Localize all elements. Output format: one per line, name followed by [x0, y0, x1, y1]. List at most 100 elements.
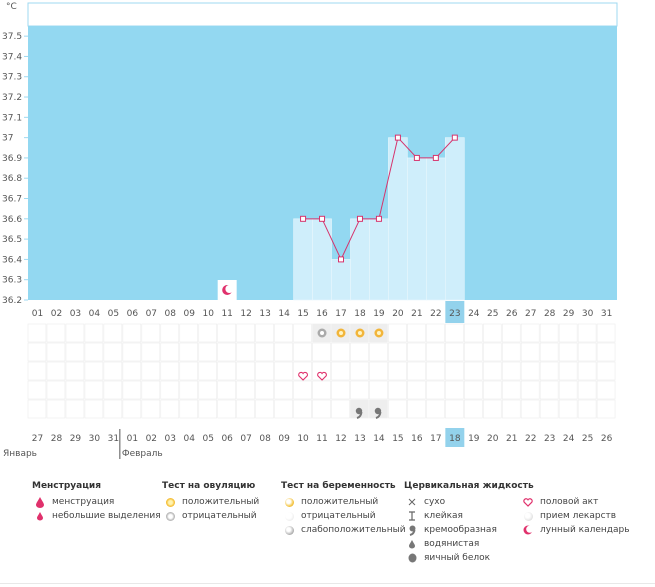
grid-cell: [255, 380, 274, 400]
grid-cell: [520, 361, 540, 381]
temperature-bar: [350, 218, 370, 301]
calendar-date: 25: [582, 434, 593, 444]
y-tick-label: 36.4: [2, 255, 22, 265]
grid-cell: [350, 380, 369, 400]
legend-label: небольшие выделения: [52, 511, 161, 521]
event-markers: [298, 324, 388, 419]
y-tick-label: 36.9: [2, 154, 22, 164]
y-tick-label: 36.3: [2, 276, 22, 286]
grid-cell: [293, 342, 312, 362]
grid-cell: [464, 342, 483, 362]
grid-cell: [255, 323, 274, 343]
pregnancy-negative-icon: [281, 511, 297, 521]
legend-pregnancy-test: Тест на беременность положительный отриц…: [281, 481, 406, 537]
heart-icon: [317, 371, 327, 381]
grid-cell: [84, 342, 104, 362]
grid-cell: [482, 380, 502, 400]
grid-cell: [217, 361, 236, 381]
cycle-day-label: 01: [32, 309, 43, 319]
grid-cell: [160, 323, 180, 343]
grid-cell: [577, 380, 597, 400]
legend-cervical-fluid: Цервикальная жидкость сухо клейкая кремо…: [404, 481, 534, 565]
grid-cell: [350, 361, 369, 381]
grid-cell: [65, 342, 85, 362]
temperature-point: [356, 215, 363, 222]
grid-cell: [160, 361, 180, 381]
calendar-date: 05: [202, 434, 213, 444]
calendar-date: 14: [373, 434, 385, 444]
grid-cell: [312, 361, 331, 381]
grid-cell: [501, 361, 521, 381]
grid-cell: [501, 399, 521, 419]
y-tick-label: 36.6: [2, 215, 22, 225]
calendar-date: 10: [297, 434, 309, 444]
y-axis-unit: °C: [6, 2, 17, 12]
calendar-date: 26: [601, 434, 613, 444]
month-label: Январь: [3, 449, 37, 459]
grid-cell: [236, 323, 255, 343]
pregnancy-positive-icon: [281, 497, 297, 507]
cycle-day-label: 10: [202, 309, 214, 319]
grid-cell: [179, 323, 199, 343]
grid-cell: [103, 361, 123, 381]
positive-test-icon-center: [339, 331, 344, 335]
grid-cell: [445, 380, 464, 400]
grid-cell: [577, 323, 597, 343]
y-tick-label: 36.8: [2, 174, 22, 184]
grid-cell: [407, 323, 426, 343]
cycle-day-highlight: [445, 301, 465, 323]
y-tick-label: 36.5: [2, 235, 22, 245]
legend-label: прием лекарств: [540, 511, 617, 521]
grid-cell: [198, 342, 217, 362]
grid-cell: [141, 380, 161, 400]
cycle-day-label: 22: [430, 309, 441, 319]
cycle-day-label: 04: [89, 309, 101, 319]
grid-cell: [596, 342, 616, 362]
grid-cell: [160, 342, 180, 362]
grid-cell: [312, 399, 331, 419]
grid-cell: [198, 399, 217, 419]
legend-ovulation-test: Тест на овуляцию положительный отрицател…: [162, 481, 259, 523]
calendar-date: 30: [89, 434, 101, 444]
y-tick-label: 36.7: [2, 195, 22, 205]
grid-cell: [160, 399, 180, 419]
pregnancy-weak-icon: [281, 525, 297, 535]
grid-cell: [103, 399, 123, 419]
grid-cell: [388, 323, 407, 343]
grid-cell: [426, 380, 445, 400]
creamy-icon-tail: [356, 411, 363, 419]
legend-title: Тест на беременность: [281, 481, 396, 491]
grid-cell: [539, 323, 559, 343]
grid-cell: [65, 323, 85, 343]
temperature-point: [413, 154, 420, 161]
calendar-highlight: [445, 428, 465, 447]
grid-cell: [596, 361, 616, 381]
grid-cell: [577, 342, 597, 362]
plot-top-strip: [27, 2, 618, 27]
grid-cell: [388, 342, 407, 362]
heart-icon: [520, 497, 536, 507]
grid-cell: [539, 361, 559, 381]
cycle-day-label: 05: [108, 309, 119, 319]
grid-cell: [27, 361, 47, 381]
heart-icon: [298, 371, 308, 381]
grid-cell: [84, 361, 104, 381]
grid-cell: [369, 380, 388, 400]
grid-cell: [558, 380, 578, 400]
grid-cell: [558, 399, 578, 419]
grid-cell: [46, 342, 66, 362]
grid-cell: [217, 323, 236, 343]
grid-cell: [520, 342, 540, 362]
grid-cell: [274, 342, 293, 362]
y-tick-label: 37.3: [2, 73, 22, 83]
temperature-point: [300, 215, 307, 222]
grid-cell: [122, 342, 142, 362]
calendar-date: 19: [468, 434, 480, 444]
grid-cell: [407, 399, 426, 419]
grid-cell: [407, 342, 426, 362]
grid-cell: [236, 380, 255, 400]
grid-cell: [501, 323, 521, 343]
grid-cell: [103, 342, 123, 362]
grid-cell: [179, 399, 199, 419]
grid-cell: [577, 399, 597, 419]
